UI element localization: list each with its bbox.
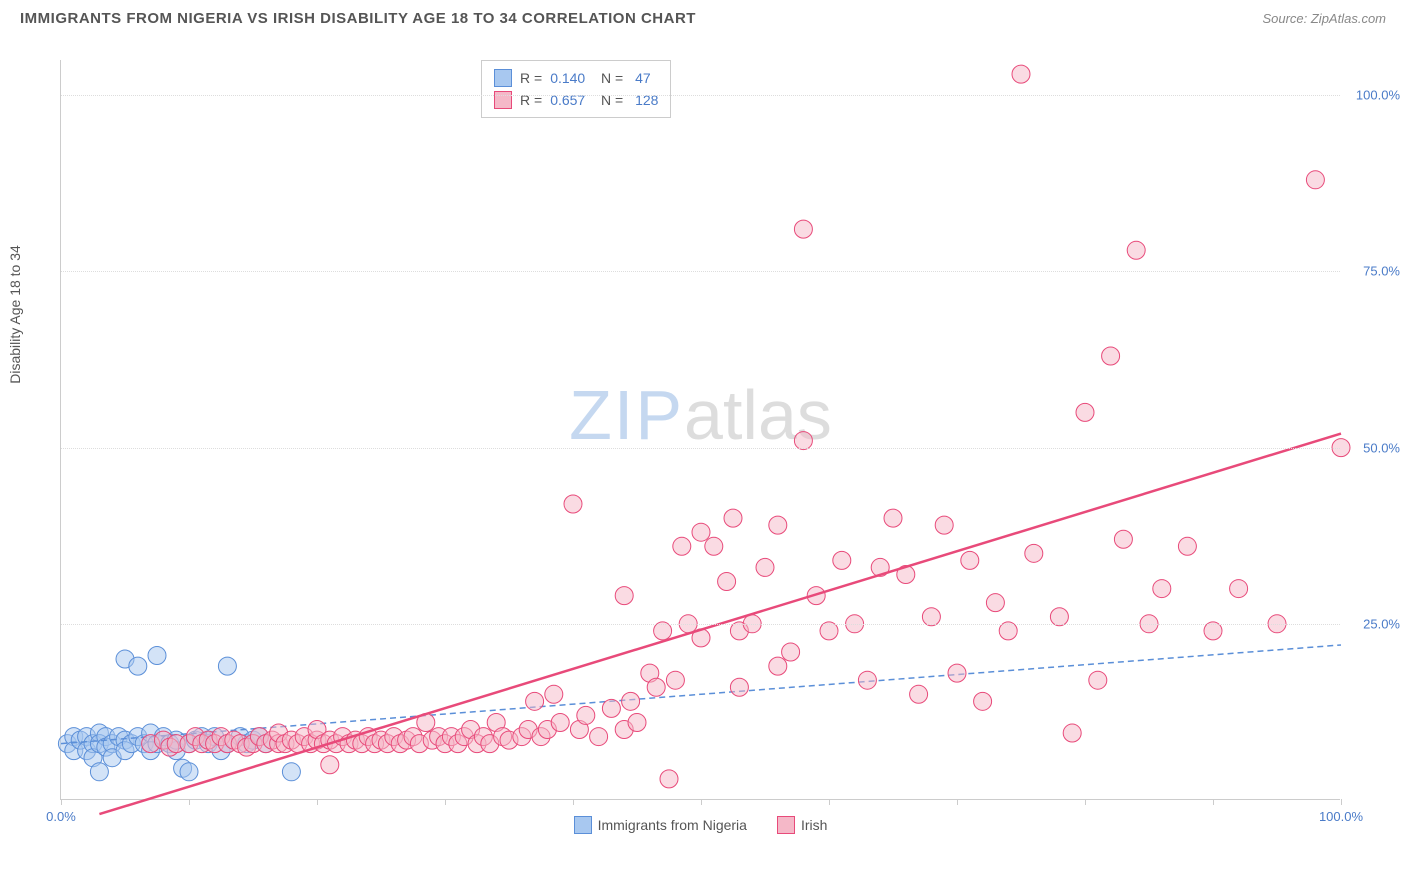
plot-area: ZIPatlas R = 0.140 N = 47R = 0.657 N = 1… <box>60 60 1340 800</box>
x-tick <box>1085 799 1086 805</box>
data-point <box>545 685 563 703</box>
x-tick <box>61 799 62 805</box>
data-point <box>961 551 979 569</box>
data-point <box>794 220 812 238</box>
data-point <box>833 551 851 569</box>
legend-n-value: 47 <box>631 70 650 86</box>
legend-row: R = 0.657 N = 128 <box>494 89 658 111</box>
gridline <box>61 624 1340 625</box>
x-tick <box>957 799 958 805</box>
data-point <box>90 763 108 781</box>
data-point <box>730 678 748 696</box>
x-tick <box>1213 799 1214 805</box>
legend-label: Irish <box>801 817 827 833</box>
data-point <box>769 516 787 534</box>
bottom-legend-item: Immigrants from Nigeria <box>574 816 747 834</box>
x-tick <box>1341 799 1342 805</box>
data-point <box>615 587 633 605</box>
data-point <box>148 647 166 665</box>
gridline <box>61 271 1340 272</box>
data-point <box>282 763 300 781</box>
y-tick-label: 75.0% <box>1363 264 1400 279</box>
data-point <box>1306 171 1324 189</box>
x-tick <box>189 799 190 805</box>
series-legend: Immigrants from Nigeria Irish <box>61 816 1340 834</box>
data-point <box>129 657 147 675</box>
data-point <box>622 692 640 710</box>
data-point <box>692 523 710 541</box>
data-point <box>1153 580 1171 598</box>
regression-line <box>61 645 1341 744</box>
data-point <box>705 537 723 555</box>
data-point <box>602 699 620 717</box>
data-point <box>321 756 339 774</box>
y-axis-label: Disability Age 18 to 34 <box>7 245 23 384</box>
legend-swatch <box>574 816 592 834</box>
chart-title: IMMIGRANTS FROM NIGERIA VS IRISH DISABIL… <box>20 10 696 27</box>
x-tick <box>573 799 574 805</box>
bottom-legend-item: Irish <box>777 816 827 834</box>
data-point <box>526 692 544 710</box>
data-point <box>974 692 992 710</box>
legend-r-label: R = <box>520 70 542 86</box>
legend-swatch <box>777 816 795 834</box>
data-point <box>910 685 928 703</box>
x-tick <box>701 799 702 805</box>
data-point <box>673 537 691 555</box>
data-point <box>666 671 684 689</box>
data-point <box>1127 241 1145 259</box>
data-point <box>577 706 595 724</box>
data-point <box>628 713 646 731</box>
legend-swatch <box>494 91 512 109</box>
data-point <box>718 573 736 591</box>
data-point <box>1025 544 1043 562</box>
data-point <box>1230 580 1248 598</box>
legend-n-label: N = <box>593 70 623 86</box>
data-point <box>986 594 1004 612</box>
data-point <box>1178 537 1196 555</box>
data-point <box>1102 347 1120 365</box>
data-point <box>564 495 582 513</box>
data-point <box>769 657 787 675</box>
data-point <box>180 763 198 781</box>
x-tick <box>445 799 446 805</box>
chart-container: Disability Age 18 to 34 ZIPatlas R = 0.1… <box>50 50 1390 840</box>
data-point <box>782 643 800 661</box>
data-point <box>884 509 902 527</box>
data-point <box>551 713 569 731</box>
data-point <box>647 678 665 696</box>
gridline <box>61 95 1340 96</box>
x-tick-label: 0.0% <box>46 809 76 824</box>
x-tick <box>829 799 830 805</box>
data-point <box>756 558 774 576</box>
data-point <box>935 516 953 534</box>
legend-swatch <box>494 69 512 87</box>
data-point <box>858 671 876 689</box>
legend-r-value: 0.140 <box>550 70 585 86</box>
data-point <box>590 728 608 746</box>
y-tick-label: 50.0% <box>1363 440 1400 455</box>
data-point <box>218 657 236 675</box>
legend-row: R = 0.140 N = 47 <box>494 67 658 89</box>
correlation-legend: R = 0.140 N = 47R = 0.657 N = 128 <box>481 60 671 118</box>
scatter-svg <box>61 60 1340 799</box>
source-attribution: Source: ZipAtlas.com <box>1262 11 1386 26</box>
data-point <box>1114 530 1132 548</box>
data-point <box>1089 671 1107 689</box>
gridline <box>61 448 1340 449</box>
data-point <box>948 664 966 682</box>
data-point <box>660 770 678 788</box>
y-tick-label: 25.0% <box>1363 616 1400 631</box>
y-tick-label: 100.0% <box>1356 88 1400 103</box>
data-point <box>1012 65 1030 83</box>
data-point <box>1063 724 1081 742</box>
chart-header: IMMIGRANTS FROM NIGERIA VS IRISH DISABIL… <box>0 0 1406 32</box>
x-tick-label: 100.0% <box>1319 809 1363 824</box>
x-tick <box>317 799 318 805</box>
data-point <box>1076 403 1094 421</box>
legend-label: Immigrants from Nigeria <box>598 817 747 833</box>
data-point <box>724 509 742 527</box>
